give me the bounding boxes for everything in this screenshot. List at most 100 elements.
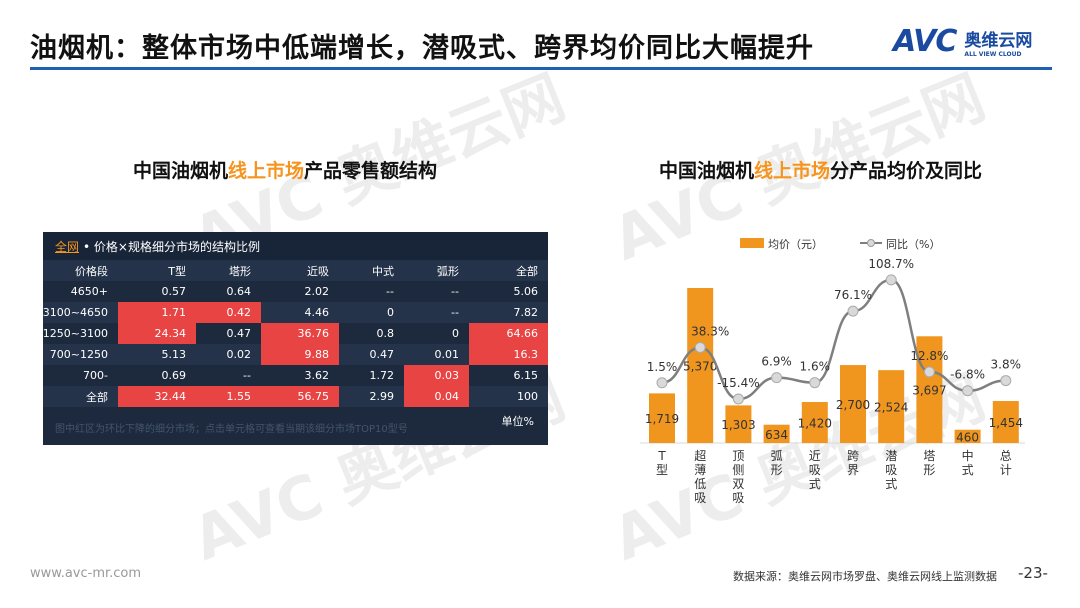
table-cell[interactable]: 0.57 bbox=[161, 285, 187, 298]
legend-bar-swatch bbox=[740, 238, 764, 248]
legend-line-label: 同比（%） bbox=[886, 238, 940, 251]
column-header: 弧形 bbox=[437, 264, 459, 278]
table-cell[interactable]: 6.15 bbox=[513, 369, 539, 382]
table-cell[interactable]: 16.3 bbox=[469, 344, 548, 365]
bar bbox=[763, 424, 790, 443]
table-cell[interactable]: 56.75 bbox=[261, 386, 339, 407]
table-row: 3100~4650 1.71 0.42 4.46 0 -- 7.82 bbox=[43, 302, 548, 323]
table-cell[interactable]: 0 bbox=[387, 306, 394, 319]
column-header: 塔形 bbox=[229, 264, 251, 278]
column-header: 价格段 bbox=[75, 264, 108, 278]
yoy-label: 38.3% bbox=[691, 324, 729, 338]
table-cell[interactable]: 7.82 bbox=[513, 306, 539, 319]
table-cell[interactable]: -- bbox=[451, 306, 459, 319]
table-cell: 700- bbox=[83, 369, 108, 382]
column-header: 全部 bbox=[516, 264, 538, 278]
logo-en: ALL VIEW CLOUD bbox=[964, 50, 1022, 58]
table-cell[interactable]: 0.47 bbox=[226, 327, 252, 340]
table-cell[interactable]: 1.71 bbox=[118, 302, 196, 323]
yoy-marker bbox=[1000, 375, 1012, 387]
bar-value-label: 2,524 bbox=[874, 401, 908, 415]
table-cell: 1250~3100 bbox=[42, 327, 108, 340]
table-column-header: 价格段 T型 塔形 近吸 中式 弧形 全部 bbox=[43, 260, 548, 281]
bar bbox=[687, 288, 714, 443]
table-cell[interactable]: 1.55 bbox=[196, 386, 261, 407]
bar-value-label: 3,697 bbox=[912, 384, 946, 398]
table-cell[interactable]: 0.8 bbox=[376, 327, 395, 340]
table-cell[interactable]: 32.44 bbox=[118, 386, 196, 407]
table-cell[interactable]: 24.34 bbox=[118, 323, 196, 344]
column-header: 近吸 bbox=[307, 264, 329, 278]
legend-line-marker bbox=[867, 239, 875, 247]
bar bbox=[649, 393, 675, 443]
table-cell[interactable]: 36.76 bbox=[261, 323, 339, 344]
yoy-label: 1.5% bbox=[647, 360, 678, 374]
bar-value-label: 2,700 bbox=[836, 398, 870, 412]
table-row: 1250~3100 24.34 0.47 36.76 0.8 0 64.66 bbox=[43, 323, 548, 344]
category-label: 近吸式 bbox=[809, 449, 821, 491]
bar-value-label: 1,719 bbox=[645, 412, 679, 426]
bar bbox=[954, 429, 981, 443]
table-footnote: 图中红区为环比下降的细分市场；点击单元格可查看当期该细分市场TOP10型号 bbox=[55, 424, 408, 435]
table-cell[interactable]: 3.62 bbox=[304, 369, 330, 382]
table-cell[interactable]: 0.04 bbox=[404, 386, 469, 407]
yoy-marker bbox=[694, 341, 706, 353]
category-label: 弧形 bbox=[771, 449, 783, 477]
yoy-marker bbox=[732, 393, 744, 405]
table-cell: 3100~4650 bbox=[42, 306, 108, 319]
table-cell[interactable]: 0.69 bbox=[161, 369, 187, 382]
table-cell[interactable]: 0.42 bbox=[196, 302, 261, 323]
table-cell[interactable]: -- bbox=[243, 369, 251, 382]
yoy-label: 3.8% bbox=[991, 358, 1022, 372]
category-label: 跨界 bbox=[847, 449, 859, 477]
table-cell[interactable]: 100 bbox=[517, 390, 538, 403]
bar bbox=[992, 401, 1019, 443]
yoy-label: 6.9% bbox=[761, 355, 792, 369]
bar bbox=[878, 370, 905, 443]
header-divider bbox=[30, 67, 1052, 70]
table-cell[interactable]: 0.01 bbox=[434, 348, 460, 361]
table-cell[interactable]: 0.02 bbox=[226, 348, 252, 361]
table-row: 700~1250 5.13 0.02 9.88 0.47 0.01 16.3 bbox=[43, 344, 548, 365]
tab-all-network[interactable]: 全网 bbox=[55, 239, 80, 254]
table-header: 全网 • 价格×规格细分市场的结构比例 bbox=[43, 232, 548, 260]
footer-url[interactable]: www.avc-mr.com bbox=[30, 566, 142, 581]
table-cell[interactable]: -- bbox=[386, 285, 394, 298]
left-subtitle: 中国油烟机线上市场产品零售额结构 bbox=[133, 160, 438, 182]
table-cell[interactable]: 0.47 bbox=[369, 348, 395, 361]
table-cell[interactable]: 5.13 bbox=[161, 348, 187, 361]
yoy-label: 108.7% bbox=[868, 257, 914, 271]
yoy-label: 76.1% bbox=[834, 288, 872, 302]
bar bbox=[840, 365, 866, 443]
table-cell[interactable]: 4.46 bbox=[304, 306, 330, 319]
right-subtitle: 中国油烟机线上市场分产品均价及同比 bbox=[659, 160, 983, 182]
table-cell[interactable]: 0.03 bbox=[404, 365, 469, 386]
page-title: 油烟机：整体市场中低端增长，潜吸式、跨界均价同比大幅提升 bbox=[30, 33, 814, 64]
column-header: T型 bbox=[168, 264, 186, 278]
yoy-marker bbox=[809, 377, 821, 389]
column-header: 中式 bbox=[372, 264, 394, 278]
page-number: -23- bbox=[1018, 564, 1048, 582]
category-label: 塔形 bbox=[923, 449, 935, 477]
table-cell[interactable]: 9.88 bbox=[261, 344, 339, 365]
yoy-marker bbox=[656, 377, 668, 389]
table-cell[interactable]: 2.99 bbox=[369, 390, 395, 403]
table-cell[interactable]: 1.72 bbox=[369, 369, 395, 382]
table-cell[interactable]: 64.66 bbox=[469, 323, 548, 344]
yoy-marker bbox=[847, 305, 859, 317]
table-cell[interactable]: -- bbox=[451, 285, 459, 298]
bar-value-label: 634 bbox=[765, 428, 788, 442]
structure-table: 全网 • 价格×规格细分市场的结构比例 价格段 T型 塔形 近吸 中式 弧形 全部 4650+ 0… bbox=[43, 232, 548, 445]
bar-value-label: 1,303 bbox=[721, 418, 755, 432]
table-row: 700- 0.69 -- 3.62 1.72 0.03 6.15 bbox=[43, 365, 548, 386]
table-cell[interactable]: 5.06 bbox=[513, 285, 539, 298]
table-cell[interactable]: 2.02 bbox=[304, 285, 330, 298]
table-row: 全部 32.44 1.55 56.75 2.99 0.04 100 bbox=[43, 386, 548, 407]
table-cell[interactable]: 0.64 bbox=[226, 285, 252, 298]
table-cell[interactable]: 0 bbox=[452, 327, 459, 340]
yoy-marker bbox=[885, 274, 897, 286]
yoy-marker bbox=[962, 385, 974, 397]
avc-logo: AVC 奥维云网 ALL VIEW CLOUD bbox=[893, 24, 1032, 59]
table-cell: 4650+ bbox=[70, 285, 108, 298]
